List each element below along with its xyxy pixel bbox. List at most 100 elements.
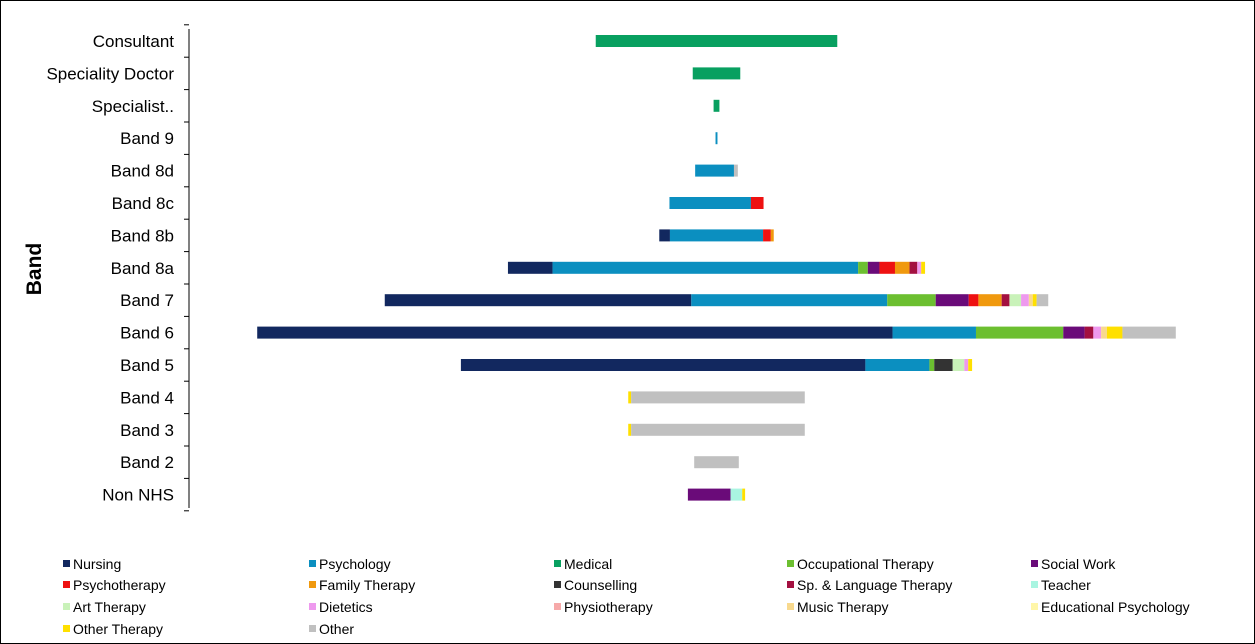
- bar-consultant-medical: [595, 35, 838, 47]
- bar-non-nhs-other-therapy: [742, 488, 746, 501]
- legend-item-dietetics: Dietetics: [309, 599, 373, 615]
- legend-swatch-educational-psychology: [1031, 603, 1038, 610]
- bar-band-7-sp-language-therapy: [1001, 294, 1010, 307]
- legend-label-family-therapy: Family Therapy: [319, 577, 415, 593]
- category-label-band-4: Band 4: [120, 388, 174, 407]
- legend-item-sp-language-therapy: Sp. & Language Therapy: [787, 577, 952, 593]
- legend-swatch-psychotherapy: [63, 581, 70, 588]
- bar-band-6-sp-language-therapy: [1084, 326, 1094, 339]
- bar-band-6-other: [1122, 326, 1176, 339]
- legend-label-counselling: Counselling: [564, 577, 637, 593]
- legend-item-psychotherapy: Psychotherapy: [63, 577, 166, 593]
- bar-band-8a-dietetics: [917, 261, 922, 274]
- legend-label-teacher: Teacher: [1041, 577, 1091, 593]
- legend-swatch-social-work: [1031, 560, 1038, 567]
- legend-swatch-physiotherapy: [554, 603, 561, 610]
- legend-swatch-sp-language-therapy: [787, 581, 794, 588]
- legend-label-sp-language-therapy: Sp. & Language Therapy: [797, 577, 952, 593]
- y-axis-ticks: [184, 24, 189, 512]
- bar-band-8a-nursing: [507, 261, 553, 274]
- legend-item-psychology: Psychology: [309, 556, 391, 572]
- bar-band-7-psychotherapy: [968, 294, 979, 307]
- bar-band-2-other: [694, 456, 739, 469]
- legend-item-other-therapy: Other Therapy: [63, 621, 163, 637]
- legend-swatch-psychology: [309, 560, 316, 567]
- bar-band-8a-occupational-therapy: [858, 261, 868, 274]
- bar-band-5-dietetics: [964, 359, 969, 371]
- category-label-band-8b: Band 8b: [111, 226, 174, 245]
- bar-band-8b-family-therapy: [770, 229, 774, 242]
- bar-band-4-other-therapy: [628, 391, 632, 404]
- legend-label-art-therapy: Art Therapy: [73, 599, 146, 615]
- bar-band-7-dietetics: [1021, 294, 1029, 307]
- bar-band-5-psychology: [865, 359, 930, 371]
- bar-specialist-medical: [713, 99, 720, 112]
- legend-swatch-nursing: [63, 560, 70, 567]
- legend-swatch-medical: [554, 560, 561, 567]
- legend-item-music-therapy: Music Therapy: [787, 599, 889, 615]
- bar-band-7-nursing: [384, 294, 692, 307]
- bar-band-3-other-therapy: [628, 423, 632, 436]
- category-label-band-8a: Band 8a: [111, 259, 175, 278]
- bar-band-6-other-therapy: [1106, 326, 1123, 339]
- bar-band-8a-family-therapy: [894, 261, 910, 274]
- legend-swatch-counselling: [554, 581, 561, 588]
- legend-swatch-music-therapy: [787, 603, 794, 610]
- bar-band-8a-psychotherapy: [879, 261, 895, 274]
- category-labels: Consultant Speciality Doctor Specialist.. B…: [46, 32, 174, 505]
- legend-item-medical: Medical: [554, 556, 612, 572]
- category-label-consultant: Consultant: [93, 32, 175, 51]
- category-label-band-8c: Band 8c: [112, 194, 175, 213]
- legend-item-physiotherapy: Physiotherapy: [554, 599, 653, 615]
- legend-swatch-other-therapy: [63, 625, 70, 632]
- legend-label-occupational-therapy: Occupational Therapy: [797, 556, 934, 572]
- bars: [257, 35, 1176, 501]
- legend-item-nursing: Nursing: [63, 556, 121, 572]
- legend-label-physiotherapy: Physiotherapy: [564, 599, 653, 615]
- bar-band-8c-psychotherapy: [750, 197, 764, 209]
- bar-band-7-occupational-therapy: [887, 294, 936, 307]
- legend-item-educational-psychology: Educational Psychology: [1031, 599, 1190, 615]
- category-label-band-9: Band 9: [120, 129, 174, 148]
- bar-band-6-music-therapy: [1101, 326, 1107, 339]
- legend-label-dietetics: Dietetics: [319, 599, 373, 615]
- bar-band-8b-nursing: [659, 229, 670, 242]
- bar-band-6-dietetics: [1093, 326, 1102, 339]
- category-label-band-5: Band 5: [120, 356, 174, 375]
- bar-band-6-nursing: [257, 326, 893, 339]
- category-label-band-2: Band 2: [120, 453, 174, 472]
- legend-swatch-dietetics: [309, 603, 316, 610]
- bar-non-nhs-teacher: [730, 488, 743, 501]
- bar-band-6-occupational-therapy: [975, 326, 1064, 339]
- legend-item-social-work: Social Work: [1031, 556, 1116, 572]
- category-label-band-3: Band 3: [120, 421, 174, 440]
- legend-swatch-occupational-therapy: [787, 560, 794, 567]
- category-label-specialist: Specialist..: [92, 97, 174, 116]
- legend-swatch-family-therapy: [309, 581, 316, 588]
- legend-swatch-teacher: [1031, 581, 1038, 588]
- legend-label-medical: Medical: [564, 556, 612, 572]
- bar-band-8c-psychology: [669, 197, 751, 209]
- category-label-band-6: Band 6: [120, 324, 174, 343]
- bar-band-8b-psychology: [669, 229, 764, 242]
- legend-label-educational-psychology: Educational Psychology: [1041, 599, 1190, 615]
- legend-item-other: Other: [309, 621, 354, 637]
- bar-band-8a-other-therapy: [921, 261, 926, 274]
- bar-band-7-music-therapy: [1028, 294, 1033, 307]
- category-label-band-7: Band 7: [120, 291, 174, 310]
- bar-band-8b-psychotherapy: [763, 229, 771, 242]
- bar-band-8a-social-work: [867, 261, 880, 274]
- bar-band-7-family-therapy: [978, 294, 1002, 307]
- bar-band-5-nursing: [460, 359, 866, 371]
- legend: Nursing Psychology Medical Occupational The…: [63, 556, 1190, 637]
- legend-swatch-other: [309, 625, 316, 632]
- legend-item-family-therapy: Family Therapy: [309, 577, 415, 593]
- category-label-speciality-doctor: Speciality Doctor: [46, 64, 174, 83]
- bar-band-4-other: [631, 391, 805, 404]
- bar-band-7-art-therapy: [1009, 294, 1022, 307]
- bar-non-nhs-social-work: [687, 488, 731, 501]
- bar-band-5-other-therapy: [968, 359, 973, 371]
- bar-band-6-social-work: [1063, 326, 1085, 339]
- bar-band-8d-other: [733, 164, 738, 177]
